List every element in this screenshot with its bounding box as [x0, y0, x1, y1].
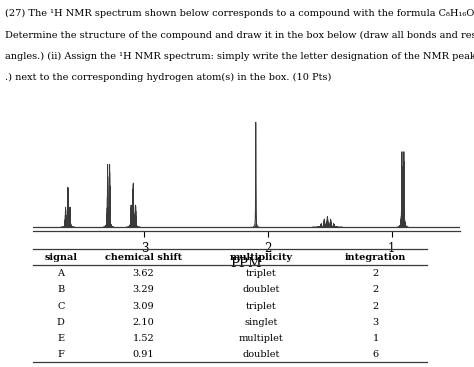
Text: 2: 2: [373, 302, 379, 310]
Text: 2: 2: [373, 286, 379, 294]
Text: .) next to the corresponding hydrogen atom(s) in the box. (10 Pts): .) next to the corresponding hydrogen at…: [5, 73, 331, 82]
Text: multiplicity: multiplicity: [230, 253, 293, 262]
Text: 1: 1: [373, 334, 379, 343]
Text: signal: signal: [44, 253, 77, 262]
Text: doublet: doublet: [243, 286, 280, 294]
Text: 6: 6: [373, 350, 379, 359]
Text: multiplet: multiplet: [239, 334, 284, 343]
Text: B: B: [57, 286, 64, 294]
Text: 2.10: 2.10: [132, 318, 154, 327]
Text: C: C: [57, 302, 64, 310]
Text: Determine the structure of the compound and draw it in the box below (draw all b: Determine the structure of the compound …: [5, 30, 474, 40]
Text: F: F: [57, 350, 64, 359]
Text: 2: 2: [373, 269, 379, 278]
Text: doublet: doublet: [243, 350, 280, 359]
Text: A: A: [57, 269, 64, 278]
Text: angles.) (ii) Assign the ¹H NMR spectrum: simply write the letter designation of: angles.) (ii) Assign the ¹H NMR spectrum…: [5, 52, 474, 61]
Text: triplet: triplet: [246, 302, 277, 310]
Text: D: D: [57, 318, 64, 327]
Text: E: E: [57, 334, 64, 343]
Text: 1.52: 1.52: [132, 334, 154, 343]
Text: singlet: singlet: [245, 318, 278, 327]
Text: triplet: triplet: [246, 269, 277, 278]
Text: (27) The ¹H NMR spectrum shown below corresponds to a compound with the formula : (27) The ¹H NMR spectrum shown below cor…: [5, 9, 474, 18]
Text: integration: integration: [345, 253, 406, 262]
X-axis label: PPM: PPM: [231, 257, 262, 270]
Text: 3.09: 3.09: [133, 302, 154, 310]
Text: 3.62: 3.62: [132, 269, 154, 278]
Text: 3.29: 3.29: [132, 286, 154, 294]
Text: chemical shift: chemical shift: [105, 253, 182, 262]
Text: 0.91: 0.91: [133, 350, 154, 359]
Text: 3: 3: [373, 318, 379, 327]
